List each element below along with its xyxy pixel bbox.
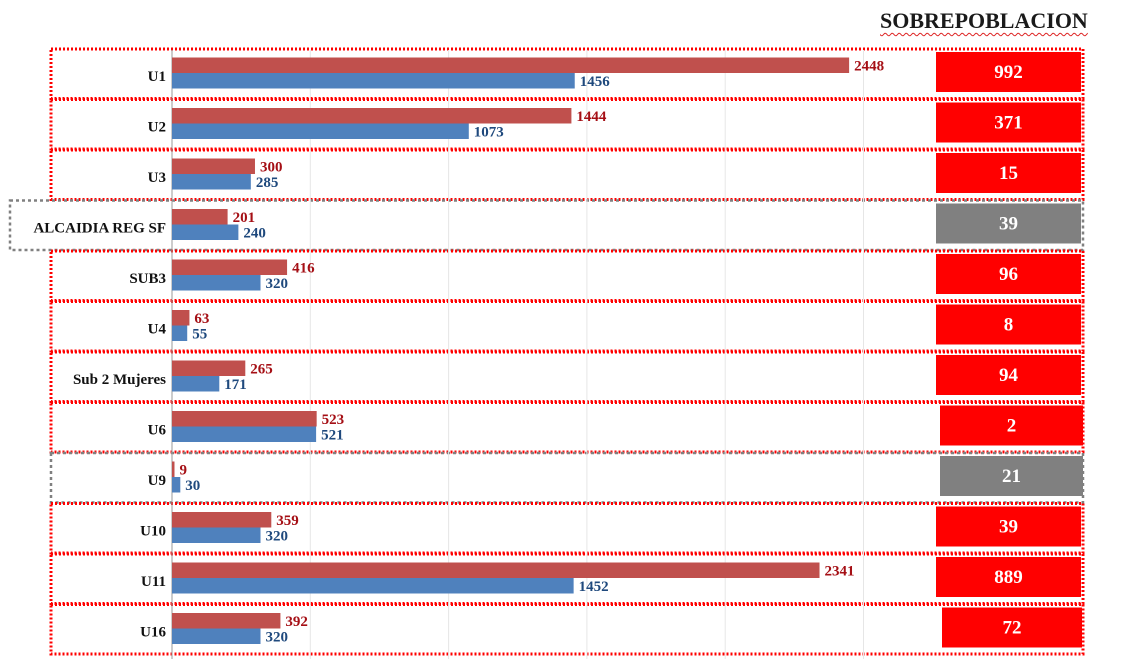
category-label: U9 (148, 473, 166, 489)
sobrepoblacion-value: 21 (1002, 466, 1021, 487)
data-label-series-b: 240 (243, 226, 266, 242)
sobrepoblacion-box (936, 304, 1081, 345)
data-label-series-b: 320 (266, 276, 289, 292)
bar-series-a (172, 310, 190, 326)
data-label-series-b: 320 (266, 529, 289, 545)
sobrepoblacion-box (936, 254, 1081, 294)
bar-series-a (172, 512, 272, 528)
bar-series-b (172, 628, 261, 644)
category-label: U10 (140, 524, 166, 540)
bar-series-b (172, 224, 239, 240)
sobrepoblacion-value: 96 (999, 264, 1018, 285)
bar-series-a (172, 108, 572, 124)
data-label-series-a: 2448 (854, 59, 884, 75)
bar-series-b (172, 477, 181, 493)
bar-series-a (172, 209, 228, 225)
sobrepoblacion-value: 15 (999, 163, 1018, 184)
sobrepoblacion-value: 992 (994, 62, 1023, 83)
sobrepoblacion-box (936, 203, 1081, 244)
data-label-series-b: 285 (256, 175, 279, 191)
data-label-series-a: 63 (194, 311, 209, 327)
row-frame (8, 199, 1085, 252)
data-label-series-b: 30 (185, 478, 200, 494)
bar-series-a (172, 411, 317, 427)
sobrepoblacion-boxes: 992 371 15 39 96 8 94 2 21 39 889 72 (936, 52, 1083, 648)
sobrepoblacion-heading: SOBREPOBLACION (880, 8, 1088, 33)
category-label: U6 (148, 423, 167, 439)
sobrepoblacion-box (942, 607, 1082, 648)
sobrepoblacion-box (936, 557, 1081, 597)
gridlines (309, 50, 864, 659)
sobrepoblacion-value: 39 (999, 517, 1018, 538)
data-label-series-a: 9 (179, 463, 187, 479)
sobrepoblacion-value: 39 (999, 214, 1018, 235)
data-label-series-b: 521 (321, 428, 344, 444)
bar-series-a (172, 158, 255, 174)
row-frame (49, 148, 1085, 201)
data-label-series-a: 300 (260, 160, 283, 176)
category-label: ALCAIDIA REG SF (33, 221, 166, 237)
bar-series-a (172, 461, 175, 477)
sobrepoblacion-box (936, 153, 1081, 193)
bar-series-b (172, 123, 469, 139)
bar-series-b (172, 73, 575, 89)
sobrepoblacion-box (940, 405, 1083, 446)
sobrepoblacion-value: 72 (1003, 618, 1022, 639)
data-label-series-a: 416 (292, 261, 315, 277)
sobrepoblacion-box (936, 506, 1081, 547)
row-frame (49, 451, 1085, 504)
data-label-series-b: 55 (192, 327, 207, 343)
data-label-series-b: 1456 (580, 74, 611, 90)
data-label-series-b: 171 (224, 377, 247, 393)
bar-series-b (172, 578, 574, 594)
data-label-series-a: 1444 (576, 109, 607, 125)
bar-series-a (172, 360, 246, 376)
category-label: U4 (148, 322, 167, 338)
category-label: U11 (141, 574, 166, 590)
sobrepoblacion-value: 8 (1004, 315, 1014, 336)
category-label: Sub 2 Mujeres (73, 372, 166, 388)
data-label-series-a: 2341 (825, 564, 855, 580)
row-frame (49, 603, 1085, 656)
sobrepoblacion-box (936, 355, 1081, 395)
data-label-series-b: 320 (266, 630, 289, 646)
sobrepoblacion-box (940, 456, 1083, 496)
data-label-series-a: 392 (285, 614, 308, 630)
bar-series-a (172, 57, 850, 73)
sobrepoblacion-box (936, 52, 1081, 92)
bar-series-b (172, 426, 317, 442)
bar-series-b (172, 275, 261, 291)
sobrepoblacion-value: 94 (999, 365, 1019, 386)
category-label: U16 (140, 625, 166, 641)
data-label-series-a: 359 (276, 513, 299, 529)
bar-series-a (172, 259, 288, 275)
bar-series-b (172, 376, 220, 392)
category-label: U3 (148, 170, 166, 186)
data-label-series-a: 265 (250, 362, 273, 378)
data-label-series-b: 1073 (474, 125, 504, 141)
data-label-series-a: 201 (233, 210, 256, 226)
bar-series-a (172, 613, 281, 629)
sobrepoblacion-value: 371 (994, 113, 1023, 134)
data-label-series-a: 523 (322, 412, 345, 428)
category-label: SUB3 (129, 271, 166, 287)
sobrepoblacion-box (936, 102, 1081, 143)
data-label-series-b: 1452 (579, 579, 609, 595)
bar-series-b (172, 325, 188, 341)
bar-series-b (172, 174, 251, 190)
sobrepoblacion-value: 2 (1007, 416, 1017, 437)
bar-series-b (172, 527, 261, 543)
sobrepoblacion-value: 889 (994, 567, 1023, 588)
category-label: U2 (148, 120, 166, 136)
bar-series-a (172, 562, 820, 578)
category-label: U1 (148, 69, 166, 85)
